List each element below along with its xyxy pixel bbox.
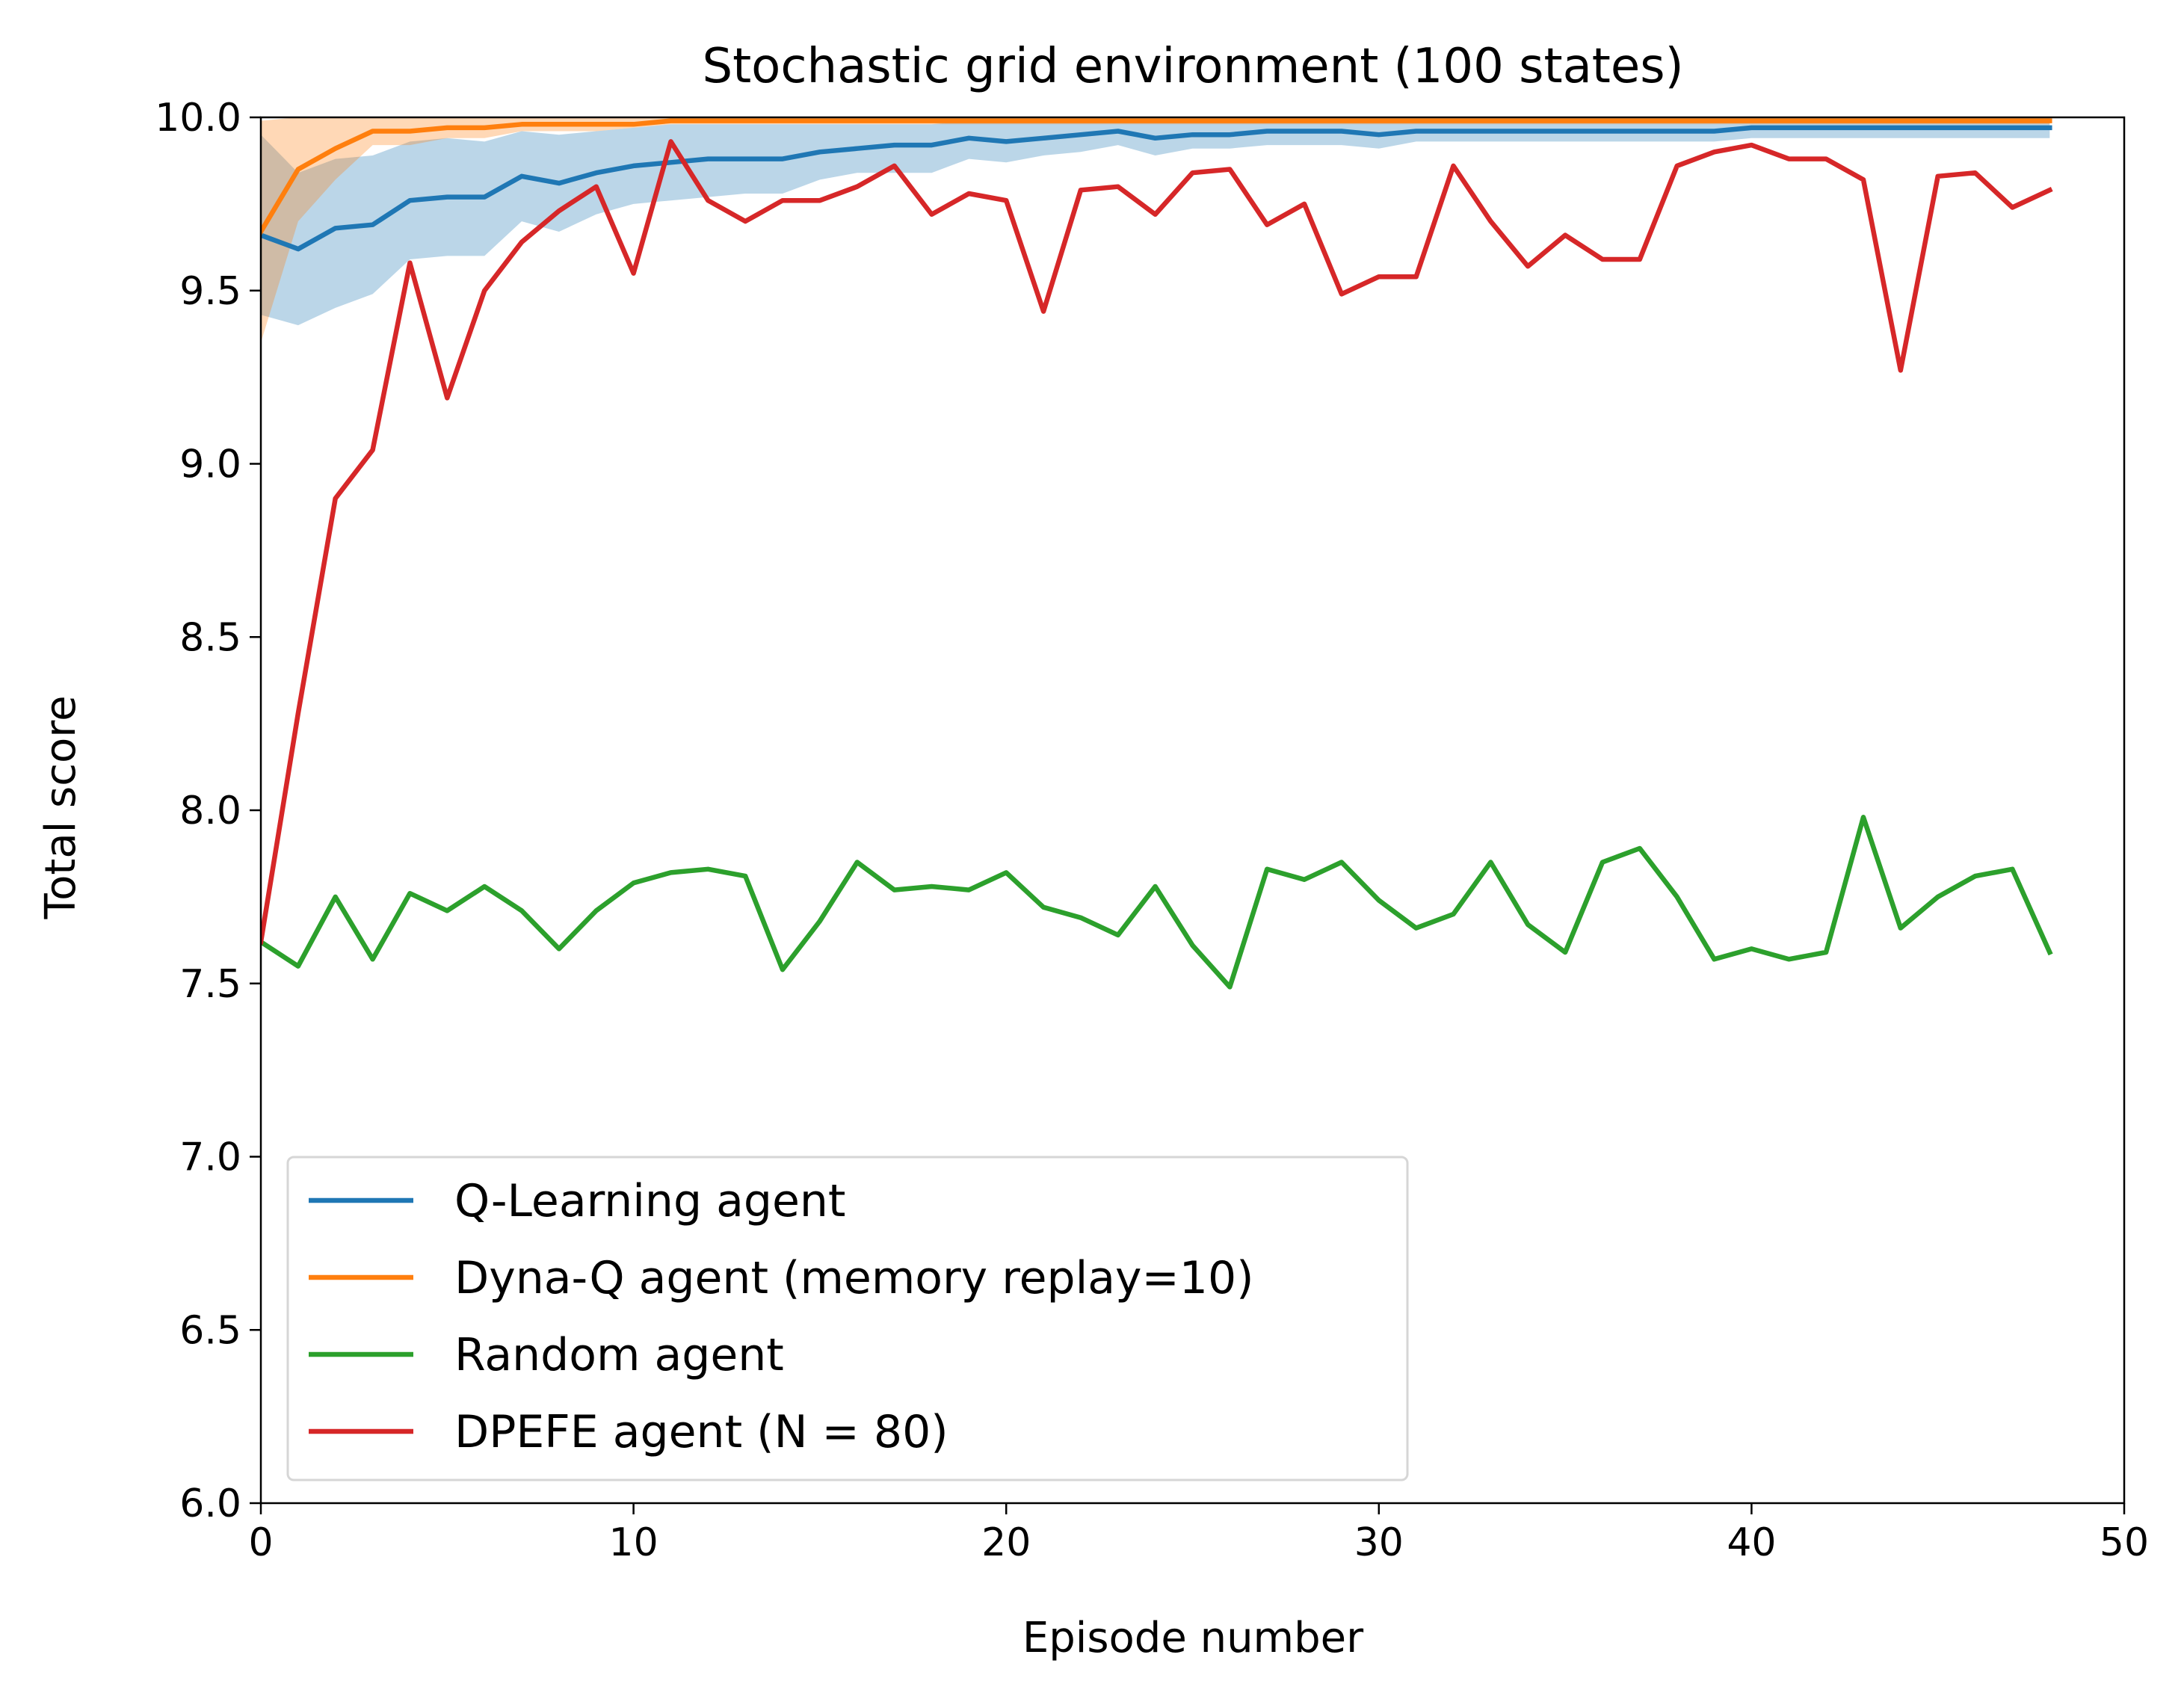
legend-label: Q-Learning agent [454,1175,845,1227]
y-tick-label: 6.5 [179,1308,241,1353]
legend-label: DPEFE agent (N = 80) [454,1406,948,1458]
chart-title: Stochastic grid environment (100 states) [702,39,1683,94]
x-tick-label: 10 [609,1520,658,1565]
x-axis: 0 10 20 30 40 50 [248,1503,2149,1565]
legend: Q-Learning agent Dyna-Q agent (memory rep… [286,1156,1409,1481]
x-tick-label: 50 [2100,1520,2149,1565]
x-axis-label: Episode number [1022,1614,1364,1662]
y-axis-label: Total score [37,695,85,919]
series-line-dyna-q-agent-memory-replay-10 [261,118,2052,235]
series-lines [261,118,2053,990]
x-tick-label: 20 [981,1520,1031,1565]
y-tick-label: 6.0 [179,1481,241,1526]
y-tick-label: 10.0 [155,96,241,141]
y-tick-label: 7.0 [179,1135,241,1180]
series-line-q-learning-agent [261,125,2052,252]
y-tick-label: 8.5 [179,615,241,660]
y-tick-label: 9.0 [179,442,241,487]
x-tick-label: 30 [1354,1520,1404,1565]
y-tick-label: 9.5 [179,269,241,314]
x-tick-label: 0 [248,1520,273,1565]
y-tick-label: 7.5 [179,962,241,1007]
legend-box [286,1156,1409,1481]
series-line-dpefe-agent-n-80 [261,139,2053,945]
x-tick-label: 40 [1727,1520,1776,1565]
band-q-learning-agent [261,120,2050,326]
series-line-random-agent [261,815,2053,990]
confidence-bands [261,117,2050,343]
y-tick-label: 8.0 [179,789,241,833]
y-axis: 6.0 6.5 7.0 7.5 8.0 8.5 9.0 9.5 10.0 [155,96,261,1526]
legend-label: Dyna-Q agent (memory replay=10) [454,1252,1254,1304]
legend-label: Random agent [454,1329,784,1381]
